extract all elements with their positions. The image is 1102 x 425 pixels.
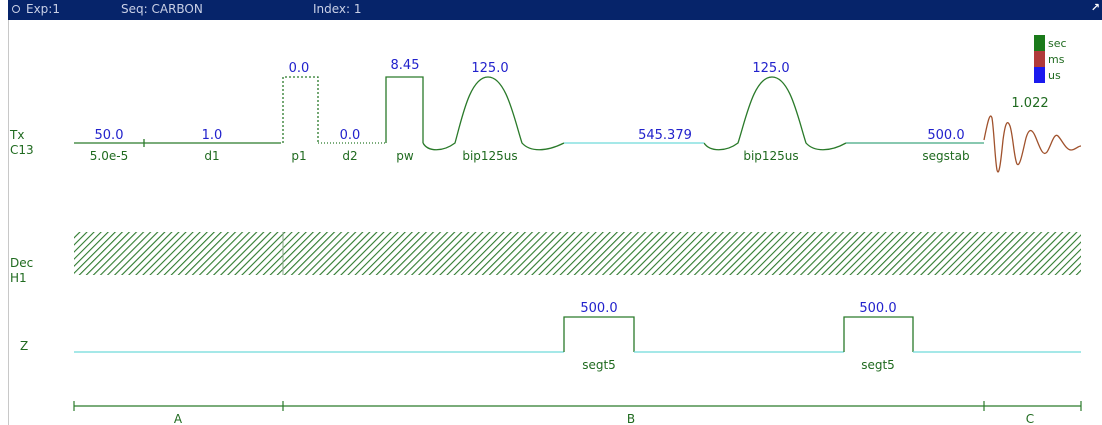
z-g1-value: 500.0 [580, 301, 617, 316]
tx-segstab-name: segstab [922, 149, 969, 163]
z-gradient-2 [843, 316, 914, 352]
channel-dec-label: Dec [10, 256, 33, 270]
tx-pw-name: pw [396, 149, 414, 163]
legend-ms: ms [1048, 53, 1065, 66]
channel-tx-nucleus: C13 [10, 143, 34, 157]
tx-delay-value: 545.379 [638, 128, 692, 143]
legend-swatch-sec [1034, 35, 1045, 51]
segment-axis [73, 401, 1082, 411]
channel-dec-nucleus: H1 [10, 271, 27, 285]
z-g1-name: segt5 [582, 358, 616, 372]
tx-d1-value: 1.0 [202, 128, 223, 143]
tx-d1-name: d1 [204, 149, 219, 163]
channel-tx-label: Tx [9, 128, 24, 142]
segment-b: B [627, 412, 635, 425]
z-channel [74, 316, 1081, 353]
tx-shaped-bip2 [703, 76, 847, 151]
tx-d2-value: 0.0 [340, 128, 361, 143]
legend-us: us [1048, 69, 1061, 82]
segment-c: C [1026, 412, 1034, 425]
tx-p1-value: 0.0 [289, 61, 310, 76]
segment-a: A [174, 412, 183, 425]
tx-d2-name: d2 [342, 149, 357, 163]
z-gradient-1 [563, 316, 635, 352]
acquisition-fid [983, 115, 1082, 173]
units-legend: sec ms us [1034, 35, 1067, 83]
tx-first-value: 50.0 [95, 128, 124, 143]
legend-swatch-ms [1034, 51, 1045, 67]
tx-shaped-bip1 [422, 76, 565, 151]
exp-label: Exp:1 [26, 2, 60, 16]
tx-bip2-name: bip125us [743, 149, 798, 163]
title-bar: Exp:1 Seq: CARBON Index: 1 ↗ [8, 0, 1102, 20]
tx-first-name: 5.0e-5 [90, 149, 128, 163]
seq-label: Seq: CARBON [121, 2, 203, 16]
channel-z-label: Z [20, 339, 28, 353]
index-label: Index: 1 [313, 2, 362, 16]
tx-pw-value: 8.45 [391, 58, 420, 73]
z-g2-value: 500.0 [859, 301, 896, 316]
tx-pulse-pw [385, 76, 424, 143]
tx-bip1-name: bip125us [462, 149, 517, 163]
legend-swatch-us [1034, 67, 1045, 83]
sequence-frame [8, 20, 1102, 425]
tx-pulse-p1 [282, 76, 319, 143]
window-menu-icon[interactable] [12, 5, 20, 13]
acquisition-value: 1.022 [1011, 96, 1048, 111]
legend-sec: sec [1048, 37, 1067, 50]
tx-segstab-value: 500.0 [927, 128, 964, 143]
z-g2-name: segt5 [861, 358, 895, 372]
tx-bip2-value: 125.0 [752, 61, 789, 76]
tx-p1-name: p1 [291, 149, 306, 163]
tx-bip1-value: 125.0 [471, 61, 508, 76]
decoupler-block [74, 232, 1081, 275]
resize-corner-icon[interactable]: ↗ [1090, 1, 1100, 14]
